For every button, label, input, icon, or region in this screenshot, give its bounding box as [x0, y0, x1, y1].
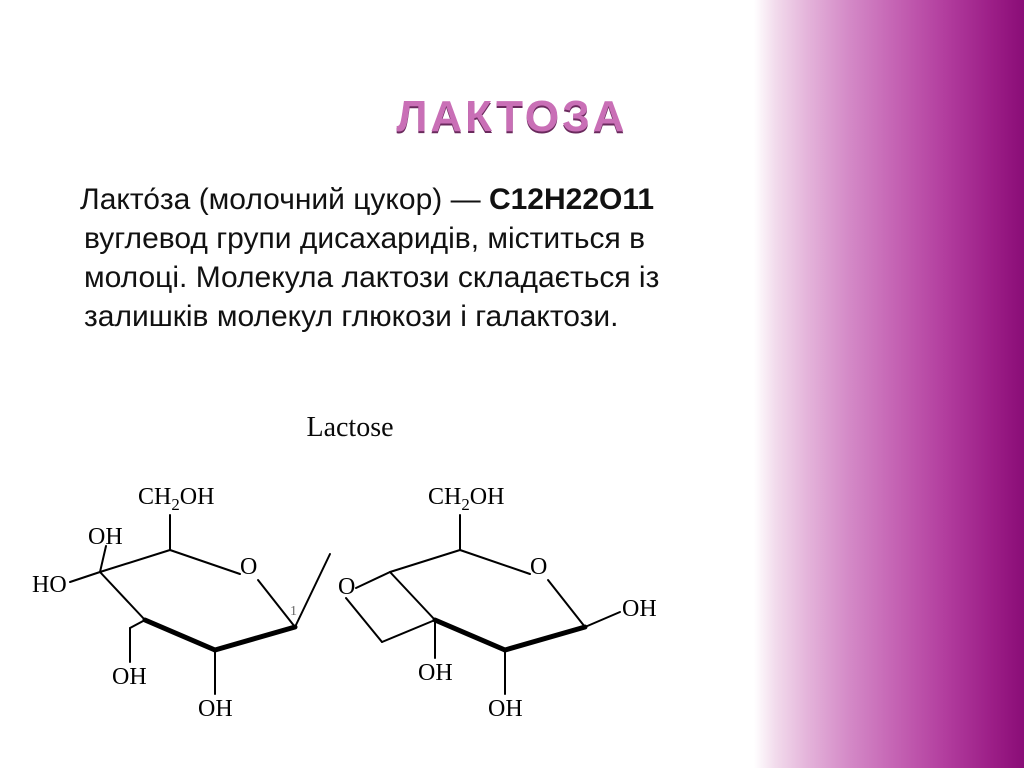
label-right-ch2oh: CH2OH: [428, 484, 504, 515]
label-right-ring-o: O: [530, 554, 547, 581]
label-left-ho: HO: [32, 572, 67, 599]
body-line-2: вуглевод групи дисахаридів, міститься в: [52, 219, 812, 258]
body-line-1: Лакто́за (молочний цукор) — С12Н22О11: [52, 180, 812, 219]
molecule-diagram: Lactose: [30, 412, 670, 752]
body-paragraph: Лакто́за (молочний цукор) — С12Н22О11 ву…: [52, 180, 812, 336]
label-left-oh-bottom2: OH: [198, 696, 233, 723]
body-line-4: залишків молекул глюкози і галактози.: [52, 297, 812, 336]
label-left-ch2oh: CH2OH: [138, 484, 214, 515]
label-left-oh-bottom1: OH: [112, 664, 147, 691]
diagram-caption: Lactose: [30, 412, 670, 444]
label-right-oh-bottom2: OH: [418, 660, 453, 687]
slide-title: ЛАКТОЗА: [0, 92, 1024, 142]
body-line-3: молоці. Молекула лактози складається із: [52, 258, 812, 297]
chemical-formula: С12Н22О11: [489, 183, 654, 216]
slide: ЛАКТОЗА Лакто́за (молочний цукор) — С12Н…: [0, 0, 1024, 768]
label-glycosidic-o: O: [338, 574, 355, 601]
body-line-1-prefix: Лакто́за (молочний цукор) —: [80, 183, 489, 216]
label-right-oh-bottom1: OH: [488, 696, 523, 723]
label-right-oh-anomeric: OH: [622, 596, 657, 623]
label-left-ring-o: O: [240, 554, 257, 581]
label-left-oh-axial: OH: [88, 524, 123, 551]
label-anomeric-1: 1: [290, 604, 297, 620]
